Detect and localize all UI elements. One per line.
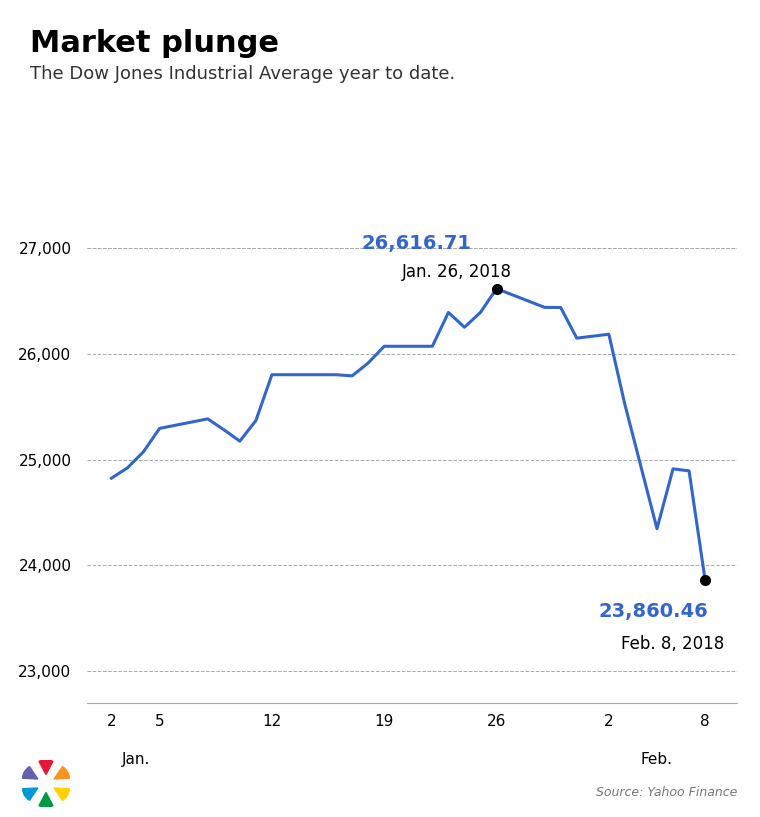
Text: Jan. 26, 2018: Jan. 26, 2018 <box>401 263 511 281</box>
Text: Market plunge: Market plunge <box>30 29 280 57</box>
Wedge shape <box>23 766 38 779</box>
Wedge shape <box>54 766 69 779</box>
Wedge shape <box>23 788 38 801</box>
Text: The Dow Jones Industrial Average year to date.: The Dow Jones Industrial Average year to… <box>30 65 456 83</box>
Text: Source: Yahoo Finance: Source: Yahoo Finance <box>596 786 737 799</box>
Wedge shape <box>39 760 53 775</box>
Text: Feb.: Feb. <box>641 752 673 767</box>
Wedge shape <box>39 792 53 807</box>
Wedge shape <box>54 788 69 801</box>
Text: 26,616.71: 26,616.71 <box>361 234 471 252</box>
Text: Jan.: Jan. <box>122 752 150 767</box>
Text: Feb. 8, 2018: Feb. 8, 2018 <box>622 635 724 653</box>
Text: 23,860.46: 23,860.46 <box>599 602 708 621</box>
Circle shape <box>40 779 52 788</box>
